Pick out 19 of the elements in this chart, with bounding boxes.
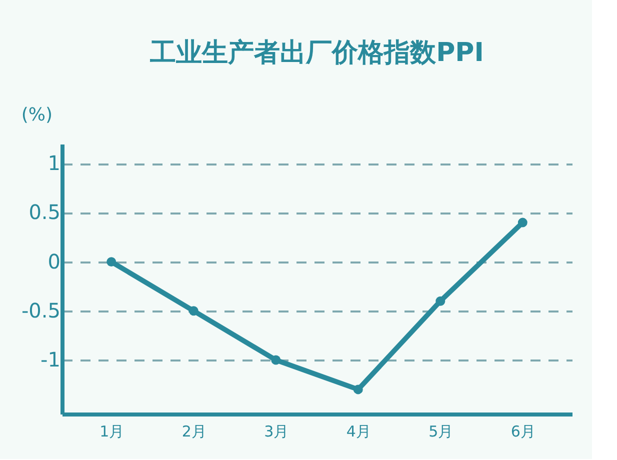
point [271, 355, 281, 365]
x-tick-label: 4月 [346, 422, 371, 440]
point [353, 384, 363, 394]
chart-title: 工业生产者出厂价格指数PPI [149, 38, 484, 68]
y-tick-label: 0.5 [28, 200, 60, 224]
point [436, 296, 446, 306]
x-tick-label: 3月 [264, 422, 289, 440]
x-tick-label: 5月 [428, 422, 454, 440]
point [106, 257, 116, 267]
y-tick-label: -0.5 [21, 298, 60, 322]
y-axis-title: (%) [21, 104, 52, 126]
y-tick-label: 1 [48, 151, 60, 176]
x-tick-label: 6月 [510, 422, 536, 440]
x-tick-label: 2月 [182, 422, 206, 440]
point [188, 306, 198, 316]
x-tick-label: 1月 [100, 422, 124, 440]
y-tick-label: 0 [48, 249, 60, 274]
point [518, 218, 528, 228]
y-tick-label: -1 [40, 348, 60, 372]
